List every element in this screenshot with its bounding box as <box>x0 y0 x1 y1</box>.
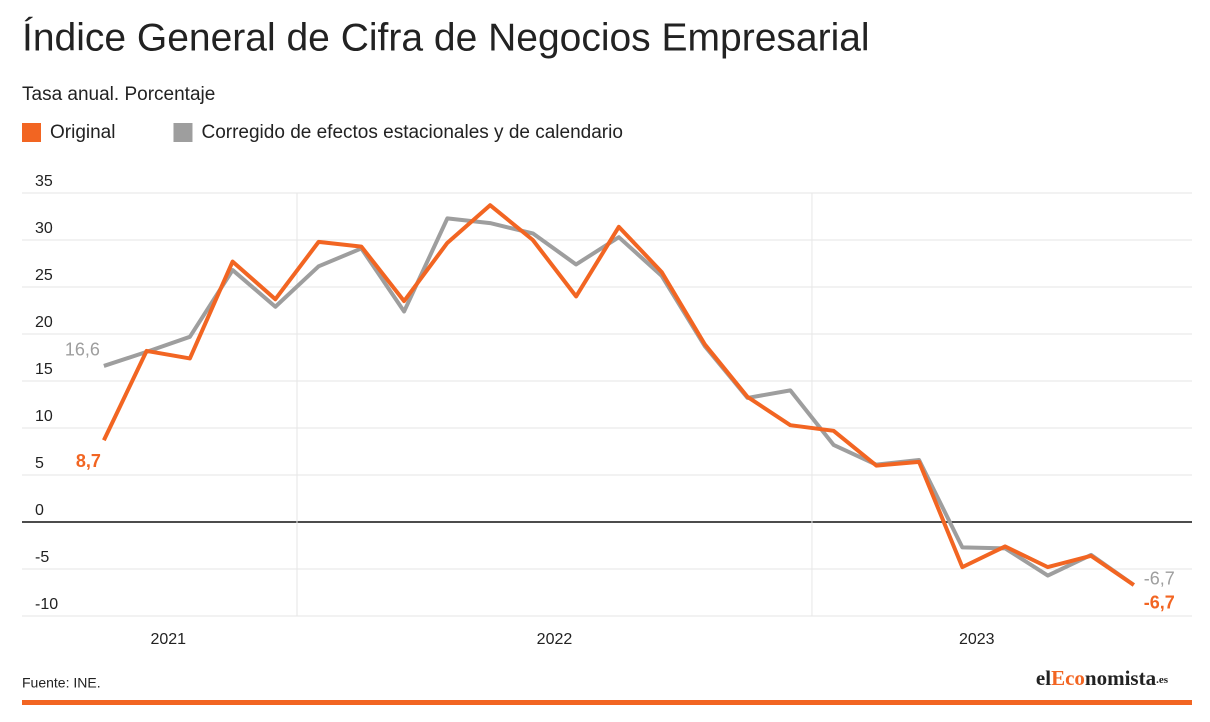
chart-title: Índice General de Cifra de Negocios Empr… <box>22 16 870 59</box>
x-tick-label: 2023 <box>959 631 995 648</box>
legend-label: Original <box>50 122 115 143</box>
source: Fuente: INE. <box>22 675 101 691</box>
legend-label: Corregido de efectos estacionales y de c… <box>201 122 622 143</box>
logo: elEconomista.es <box>1036 666 1169 690</box>
y-tick-label: 20 <box>35 314 53 331</box>
legend-swatch <box>173 123 193 142</box>
y-tick-label: 30 <box>35 220 53 237</box>
y-tick-label: 25 <box>35 267 53 284</box>
legend-swatch <box>22 123 41 142</box>
y-tick-label: 5 <box>35 455 44 472</box>
chart-subtitle: Tasa anual. Porcentaje <box>22 84 215 105</box>
y-tick-label: -5 <box>35 549 49 566</box>
data-label: -6,7 <box>1144 569 1175 589</box>
y-tick-label: 0 <box>35 502 44 519</box>
y-tick-label: 35 <box>35 173 53 190</box>
y-tick-label: 15 <box>35 361 53 378</box>
data-label: 16,6 <box>65 340 100 360</box>
line-series <box>103 216 1135 587</box>
line-series <box>102 203 1135 587</box>
footer-rule <box>22 700 1192 705</box>
x-tick-label: 2021 <box>150 631 186 648</box>
y-tick-label: -10 <box>35 596 58 613</box>
x-tick-label: 2022 <box>537 631 573 648</box>
y-tick-label: 10 <box>35 408 53 425</box>
data-label: -6,7 <box>1144 593 1175 613</box>
logo-part: Eco <box>1051 666 1085 690</box>
data-label: 8,7 <box>76 451 101 471</box>
logo-part: nomista <box>1085 666 1157 690</box>
logo-part: el <box>1036 666 1051 690</box>
logo-part: .es <box>1156 674 1169 686</box>
